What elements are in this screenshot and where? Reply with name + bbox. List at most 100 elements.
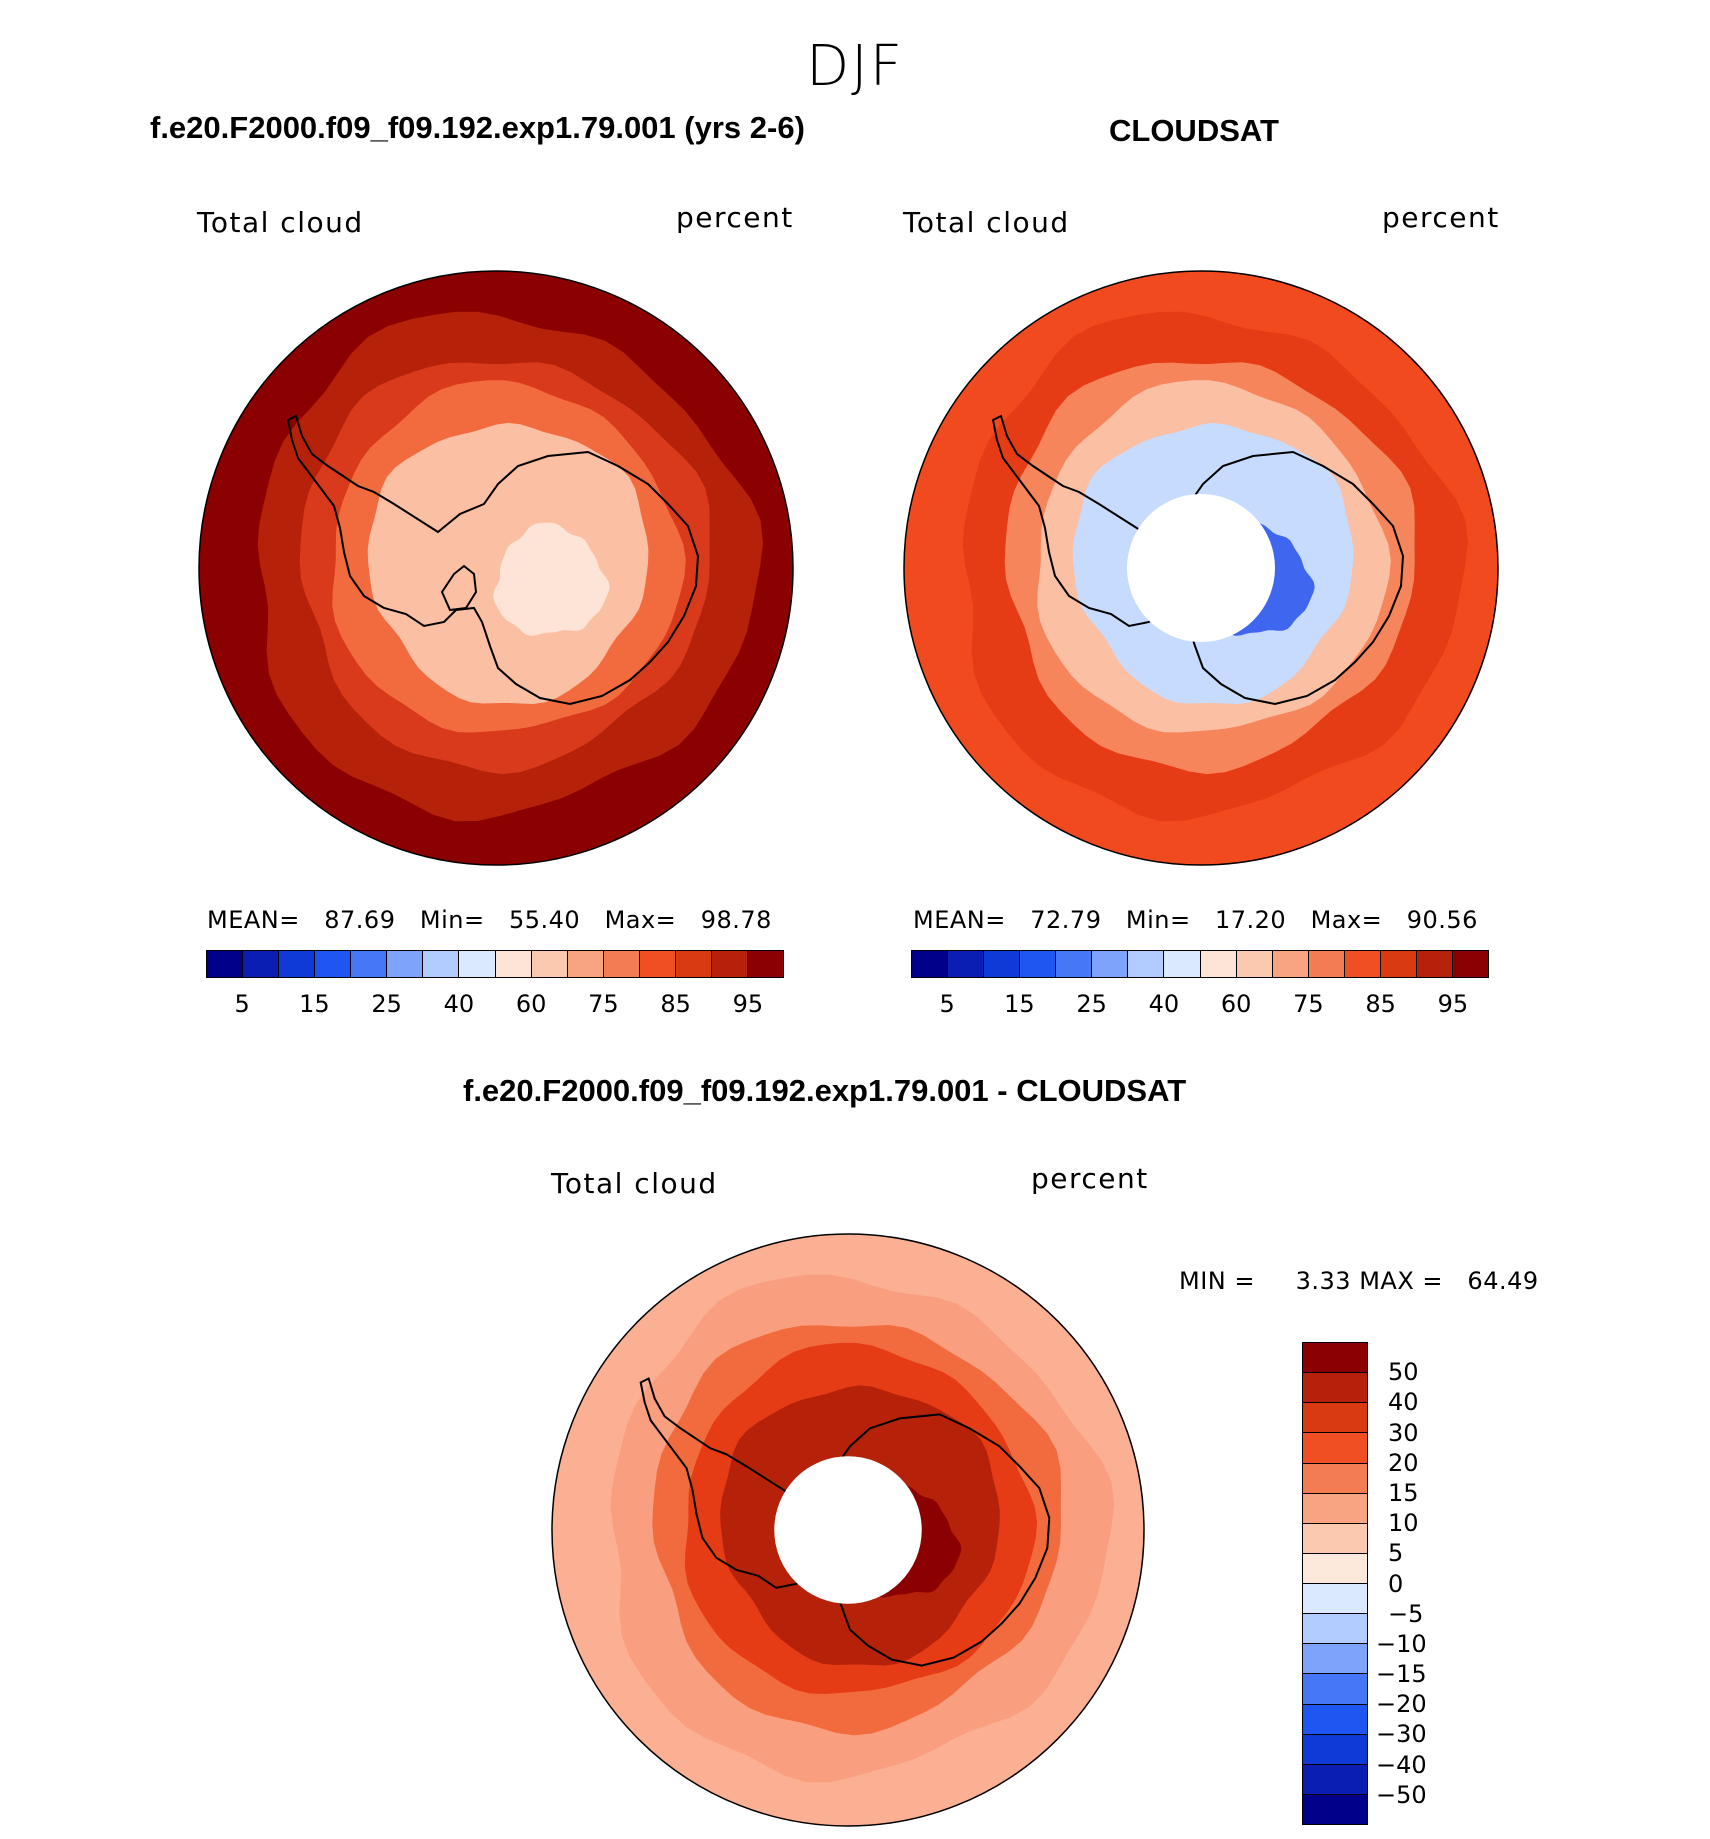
colorbar-swatch (1303, 1343, 1367, 1374)
colorbar-swatch (1303, 1614, 1367, 1645)
panel-2-colorbar (911, 950, 1489, 978)
colorbar-tick-label: −10 (1376, 1629, 1427, 1658)
panel-1-stats: MEAN= 87.69 Min= 55.40 Max= 98.78 (207, 906, 772, 934)
colorbar-swatch (315, 951, 352, 977)
colorbar-tick-label: 40 (1388, 1388, 1419, 1417)
colorbar-tick-label: 0 (1388, 1569, 1404, 1598)
max-label: Max= (1310, 906, 1383, 934)
max-label: MAX = (1359, 1267, 1444, 1295)
colorbar-tick-label: 25 (371, 990, 402, 1018)
colorbar-swatch (1416, 951, 1453, 977)
colorbar-swatch (1308, 951, 1345, 977)
colorbar-swatch (1303, 1493, 1367, 1524)
colorbar-tick-label: −5 (1388, 1599, 1424, 1628)
mean-value: 87.69 (324, 906, 396, 934)
panel-2-title: CLOUDSAT (1109, 113, 1279, 148)
colorbar-swatch (531, 951, 568, 977)
min-value: 3.33 (1295, 1267, 1352, 1295)
colorbar-tick-label: 85 (1365, 990, 1396, 1018)
panel-2-units: percent (1382, 201, 1500, 234)
map-border (903, 270, 1499, 866)
colorbar-swatch (1128, 951, 1165, 977)
colorbar-tick-label: 15 (1388, 1478, 1419, 1507)
season-title: DJF (806, 34, 904, 99)
colorbar-swatch (1303, 1674, 1367, 1705)
colorbar-swatch (1164, 951, 1201, 977)
colorbar-swatch (207, 951, 244, 977)
colorbar-swatch (948, 951, 985, 977)
colorbar-swatch (1303, 1794, 1367, 1824)
panel-2-stats: MEAN= 72.79 Min= 17.20 Max= 90.56 (913, 906, 1478, 934)
min-label: Min= (419, 906, 485, 934)
colorbar-swatch (351, 951, 388, 977)
colorbar-swatch (1303, 1553, 1367, 1584)
panel-3-map (551, 1233, 1145, 1827)
colorbar-tick-label: 5 (1388, 1539, 1404, 1568)
colorbar-swatch (1236, 951, 1273, 977)
colorbar-tick-label: 40 (1148, 990, 1180, 1018)
colorbar-tick-label: −50 (1376, 1780, 1427, 1809)
colorbar-swatch (423, 951, 460, 977)
colorbar-tick-label: 15 (299, 990, 330, 1018)
panel-2-colorbar-labels: 5 15 25 40 60 75 85 95 (911, 990, 1489, 1020)
min-label: Min= (1125, 906, 1191, 934)
colorbar-tick-label: 25 (1076, 990, 1107, 1018)
colorbar-swatch (711, 951, 748, 977)
colorbar-swatch (1056, 951, 1093, 977)
panel-1-colorbar-labels: 5 15 25 40 60 75 85 95 (206, 990, 784, 1020)
colorbar-swatch (1020, 951, 1057, 977)
colorbar-tick-label: 85 (660, 990, 691, 1018)
panel-3-variable: Total cloud (551, 1167, 718, 1200)
colorbar-tick-label: 60 (1220, 990, 1252, 1018)
colorbar-swatch (1303, 1523, 1367, 1554)
colorbar-tick-label: 50 (1388, 1358, 1419, 1387)
mean-value: 72.79 (1030, 906, 1102, 934)
colorbar-swatch (387, 951, 424, 977)
panel-2-map (903, 270, 1499, 866)
colorbar-swatch (1380, 951, 1417, 977)
colorbar-tick-label: 75 (588, 990, 619, 1018)
colorbar-tick-label: 5 (939, 990, 955, 1018)
colorbar-tick-label: −15 (1376, 1660, 1427, 1689)
colorbar-swatch (1272, 951, 1309, 977)
colorbar-swatch (1303, 1433, 1367, 1464)
coastline-icon (286, 414, 700, 706)
panel-1-title: f.e20.F2000.f09_f09.192.exp1.79.001 (yrs… (150, 110, 805, 145)
panel-1-variable: Total cloud (197, 206, 364, 239)
panel-3-title: f.e20.F2000.f09_f09.192.exp1.79.001 - CL… (463, 1073, 1187, 1108)
panel-1-colorbar (206, 950, 784, 978)
colorbar-swatch (459, 951, 496, 977)
min-value: 55.40 (508, 906, 581, 934)
max-value: 64.49 (1467, 1267, 1539, 1295)
colorbar-tick-label: 20 (1388, 1448, 1419, 1477)
panel-1-units: percent (676, 201, 794, 234)
polar-data-gap (1127, 494, 1275, 642)
colorbar-swatch (1303, 1644, 1367, 1675)
max-label: Max= (604, 906, 677, 934)
colorbar-swatch (912, 951, 949, 977)
colorbar-swatch (567, 951, 604, 977)
mean-label: MEAN= (913, 906, 1006, 934)
min-label: MIN = (1179, 1267, 1255, 1295)
colorbar-swatch (1200, 951, 1237, 977)
colorbar-swatch (243, 951, 280, 977)
colorbar-swatch (984, 951, 1021, 977)
colorbar-swatch (675, 951, 712, 977)
colorbar-tick-label: 95 (1437, 990, 1469, 1018)
panel-1-map (198, 270, 794, 866)
colorbar-swatch (1303, 1734, 1367, 1765)
colorbar-swatch (747, 951, 783, 977)
min-value: 17.20 (1214, 906, 1287, 934)
colorbar-swatch (1092, 951, 1129, 977)
colorbar-tick-label: 40 (443, 990, 475, 1018)
colorbar-tick-label: 10 (1388, 1509, 1419, 1538)
colorbar-swatch (495, 951, 532, 977)
colorbar-tick-label: −40 (1376, 1750, 1427, 1779)
colorbar-tick-label: 5 (234, 990, 250, 1018)
colorbar-tick-label: 95 (732, 990, 764, 1018)
colorbar-swatch (1303, 1463, 1367, 1494)
colorbar-swatch (1303, 1584, 1367, 1615)
panel-3-colorbar-labels: 50 40 30 20 15 10 5 0 −5 −10 −15 −20 −30 −40 −50 (1376, 1342, 1478, 1825)
polar-data-gap (774, 1456, 922, 1604)
mean-label: MEAN= (207, 906, 300, 934)
